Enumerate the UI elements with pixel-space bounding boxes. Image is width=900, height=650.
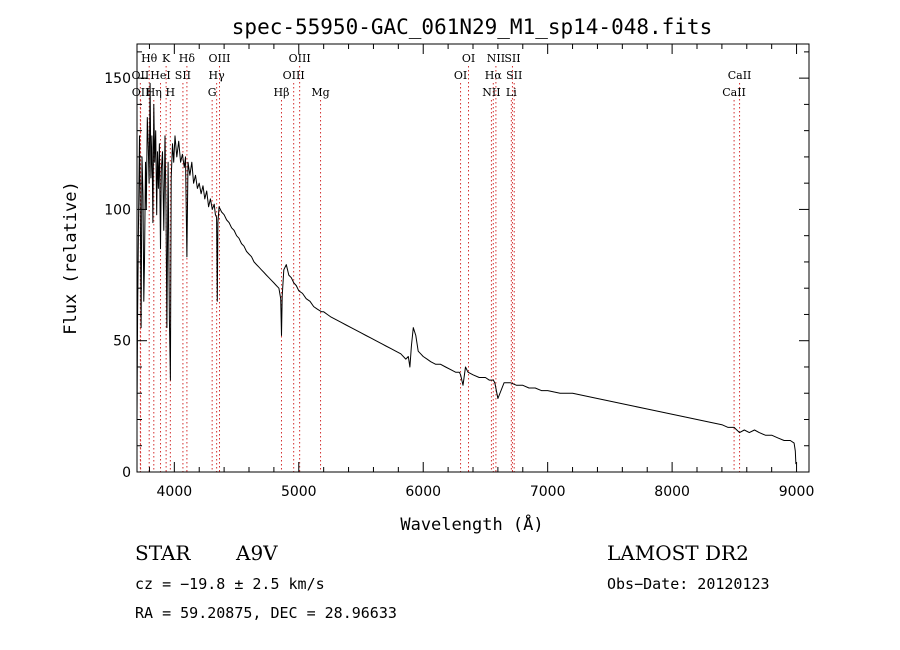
line-label-16: OI [462, 52, 475, 65]
line-label-11: G [208, 86, 217, 99]
line-label-6: H [166, 86, 176, 99]
x-tick-label: 9000 [779, 484, 815, 500]
spectral-line-markers [139, 66, 741, 472]
line-label-15: Mg [311, 86, 329, 99]
line-label-14: OIII [283, 69, 305, 82]
line-label-0: OII [132, 69, 150, 82]
line-label-24: CaII [728, 69, 752, 82]
observation-date: Obs−Date: 20120123 [607, 575, 770, 593]
line-label-21: SII [506, 69, 522, 82]
line-label-10: Hγ [209, 69, 226, 82]
plot-frame [136, 43, 810, 473]
sky-coordinates: RA = 59.20875, DEC = 28.96633 [135, 604, 397, 622]
line-label-23: Li [506, 86, 517, 99]
line-label-9: OIII [208, 52, 230, 65]
x-tick-label: 8000 [654, 484, 690, 500]
line-label-4: HeI [150, 69, 170, 82]
x-tick-label: 6000 [405, 484, 441, 500]
line-label-12: Hβ [274, 86, 290, 99]
line-label-7: SII [175, 69, 191, 82]
x-tick-label: 5000 [281, 484, 317, 500]
y-tick-label: 100 [104, 202, 131, 218]
x-tick-label: 4000 [157, 484, 193, 500]
x-axis-label: Wavelength (Å) [400, 513, 543, 535]
chart-title: spec-55950-GAC_061N29_M1_sp14-048.fits [232, 15, 712, 39]
line-label-17: OI [454, 69, 467, 82]
object-subclass: A9V [236, 541, 278, 565]
y-axis-ticks: 0 50 100 150 [104, 51, 809, 481]
line-label-19: SII [504, 52, 520, 65]
y-tick-label: 50 [113, 334, 131, 350]
line-label-2: Hθ [141, 52, 158, 65]
line-label-3: Hη [146, 86, 162, 99]
y-axis-label: Flux (relative) [61, 181, 81, 335]
line-label-25: CaII [722, 86, 746, 99]
y-tick-label: 150 [104, 71, 131, 87]
survey-label: LAMOST DR2 [607, 541, 749, 565]
x-axis-ticks: 4000 5000 6000 7000 8000 9000 [148, 44, 815, 500]
x-tick-label: 7000 [530, 484, 566, 500]
object-class: STAR [135, 541, 191, 565]
spectrum-series [136, 82, 797, 465]
line-label-20: Hα [485, 69, 503, 82]
line-label-13: OIII [289, 52, 311, 65]
line-label-1: OII [132, 86, 150, 99]
line-label-5: K [162, 52, 171, 65]
y-tick-label: 0 [122, 465, 131, 481]
line-label-18: NII [487, 52, 505, 65]
spectral-line-labels: OII OII Hθ Hη HeI K H SII Hδ OIII Hγ G Hβ OIII OIII Mg O… [132, 52, 752, 99]
redshift-velocity: cz = −19.8 ± 2.5 km/s [135, 575, 325, 593]
line-label-8: Hδ [179, 52, 196, 65]
spectrum-line [136, 82, 797, 465]
line-label-22: NII [482, 86, 500, 99]
